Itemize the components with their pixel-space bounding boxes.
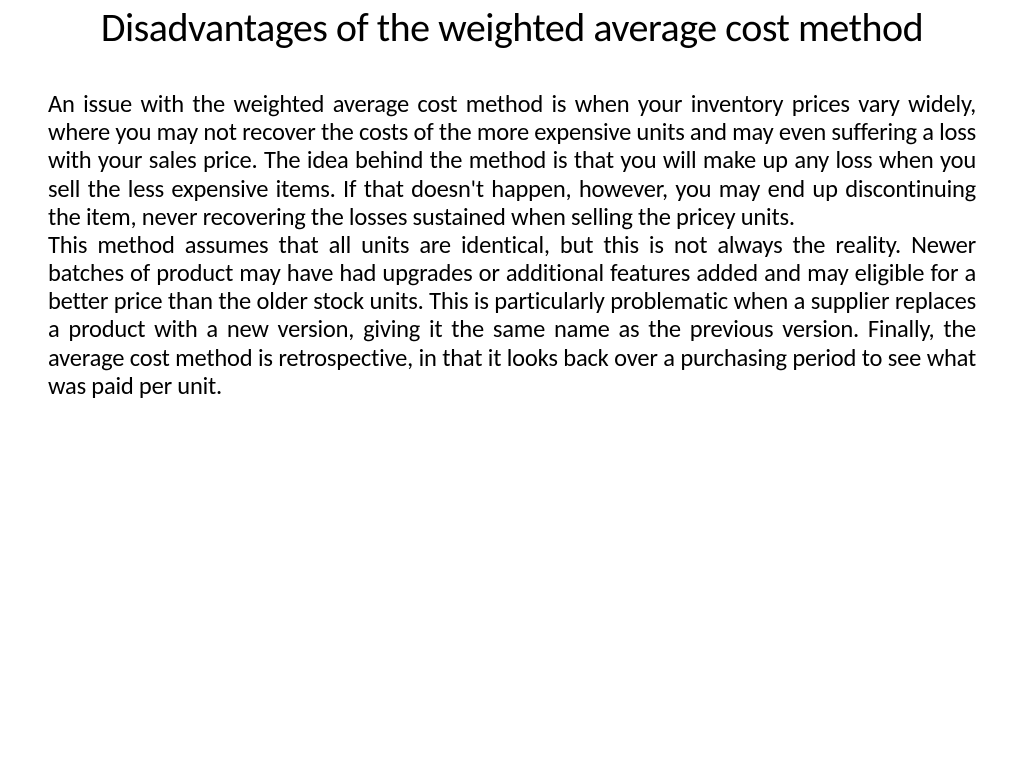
body-paragraph-1: An issue with the weighted average cost … (48, 90, 976, 231)
slide-title: Disadvantages of the weighted average co… (48, 4, 976, 52)
body-paragraph-2: This method assumes that all units are i… (48, 231, 976, 400)
slide-body: An issue with the weighted average cost … (48, 90, 976, 400)
